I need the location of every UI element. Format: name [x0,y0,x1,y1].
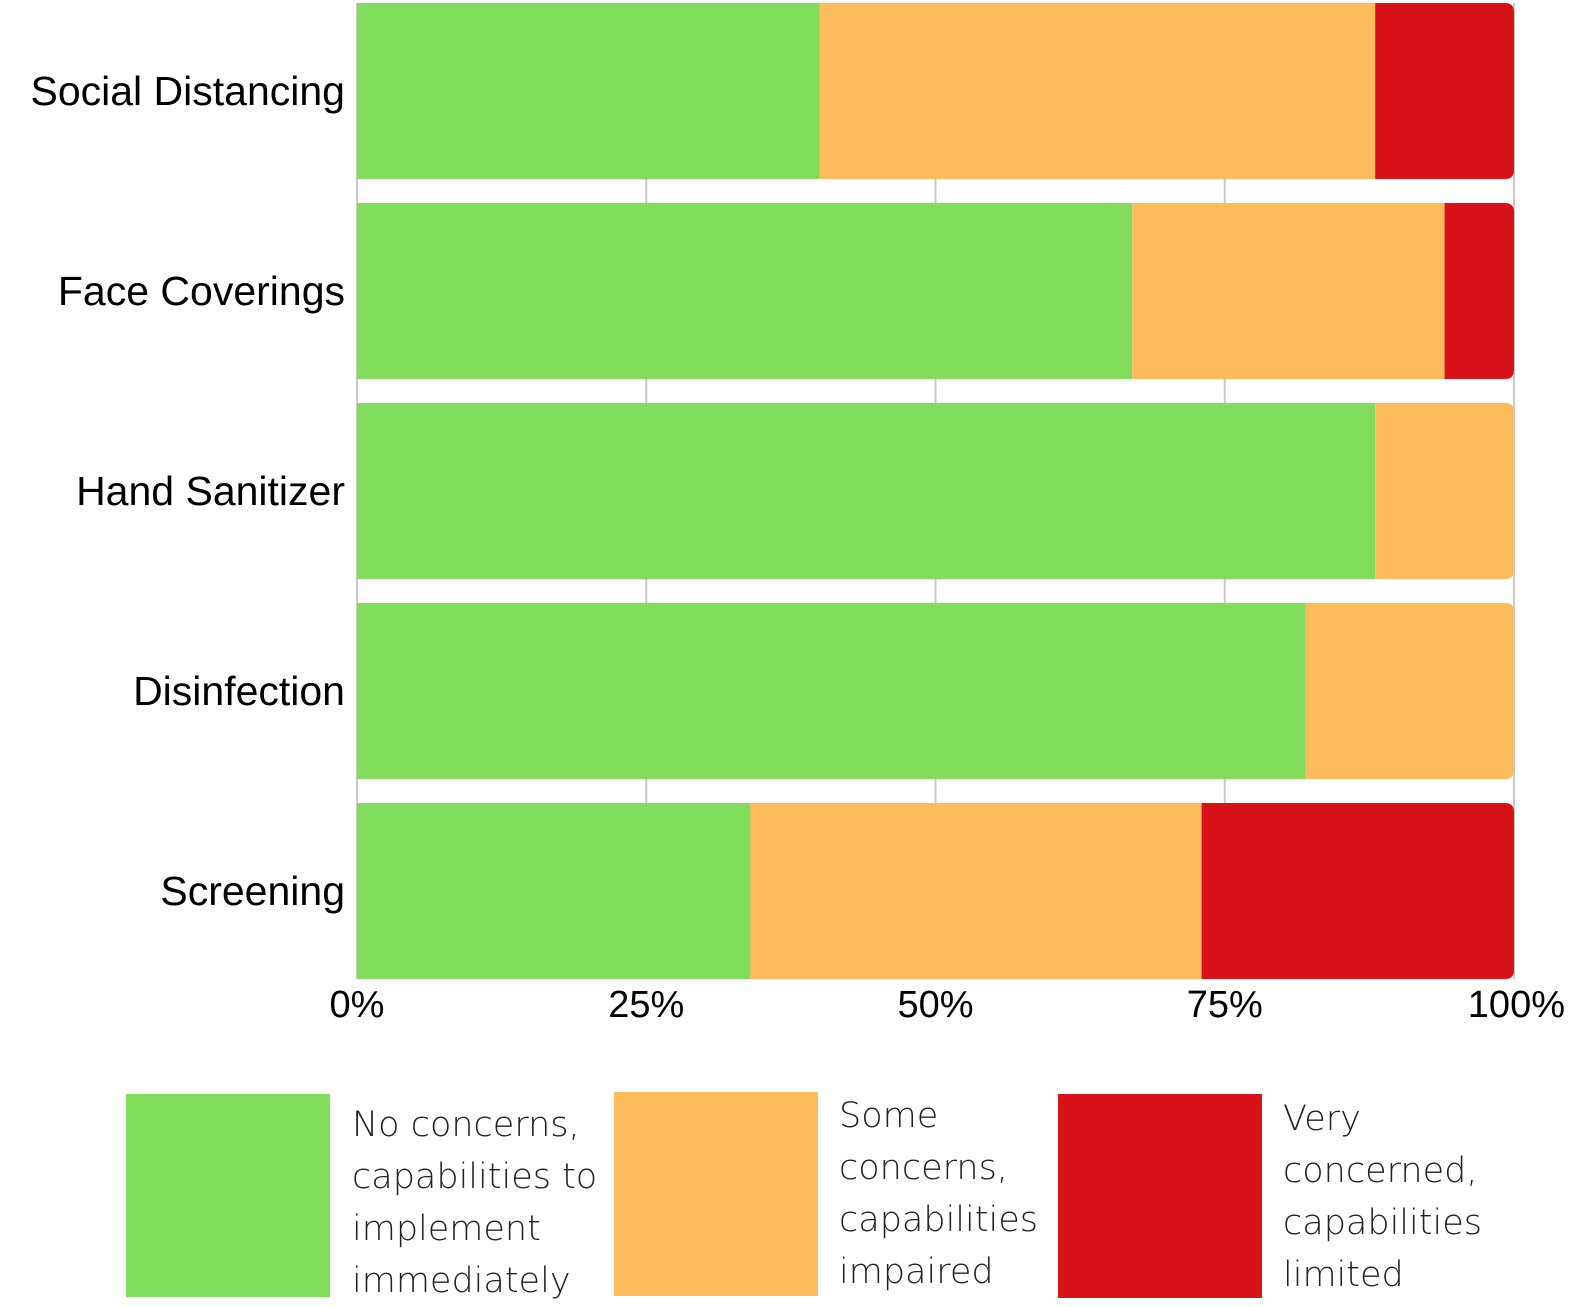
legend-label-line: Very [1283,1099,1361,1139]
category-label: Screening [160,868,345,914]
bar-segment [1375,3,1514,179]
bar-segment [750,803,1202,979]
category-labels: Social Distancing Face Coverings Hand Sani… [31,68,346,914]
x-tick-label: 25% [608,984,684,1026]
legend-label-line: impaired [839,1252,994,1292]
x-tick-label: 0% [330,984,385,1026]
legend-label-line: capabilities [1283,1203,1482,1243]
bars [357,3,1514,979]
legend-swatch [126,1094,330,1297]
bar-segment [357,803,751,979]
legend-label-line: Some [839,1096,939,1136]
legend-label-line: concerned, [1283,1151,1478,1191]
legend-label: Some concerns, capabilities impaired [839,1090,1038,1298]
bar-segment [1444,203,1514,379]
bar-segment [357,603,1306,779]
bar-segment [357,3,820,179]
category-label: Face Coverings [58,268,345,314]
legend-label: Very concerned, capabilities limited [1283,1093,1482,1301]
x-tick-label: 100% [1468,984,1565,1026]
bar-segment [1305,603,1514,779]
legend-label-line: limited [1283,1255,1404,1295]
legend-swatch [1058,1094,1262,1298]
x-tick-label: 50% [897,984,973,1026]
bar-segment [357,203,1133,379]
bar-segment [357,403,1376,579]
legend-swatch [614,1092,818,1296]
x-tick-label: 75% [1187,984,1263,1026]
legend-label-line: No concerns, [352,1105,580,1145]
bar-segment [819,3,1376,179]
legend-label-line: capabilities to [352,1157,598,1197]
category-label: Disinfection [133,668,345,714]
x-axis-tick-labels: 0% 25% 50% 75% 100% [330,984,1565,1026]
legend-label-line: capabilities [839,1200,1038,1240]
category-label: Social Distancing [31,68,346,114]
legend-label-line: concerns, [839,1148,1008,1188]
category-label: Hand Sanitizer [76,468,345,514]
bar-segment [1375,403,1514,579]
legend-label: No concerns, capabilities to implement imme… [352,1099,597,1307]
bar-segment [1201,803,1514,979]
bar-segment [1132,203,1445,379]
legend-label-line: immediately [352,1261,571,1301]
legend-label-line: implement [352,1209,541,1249]
